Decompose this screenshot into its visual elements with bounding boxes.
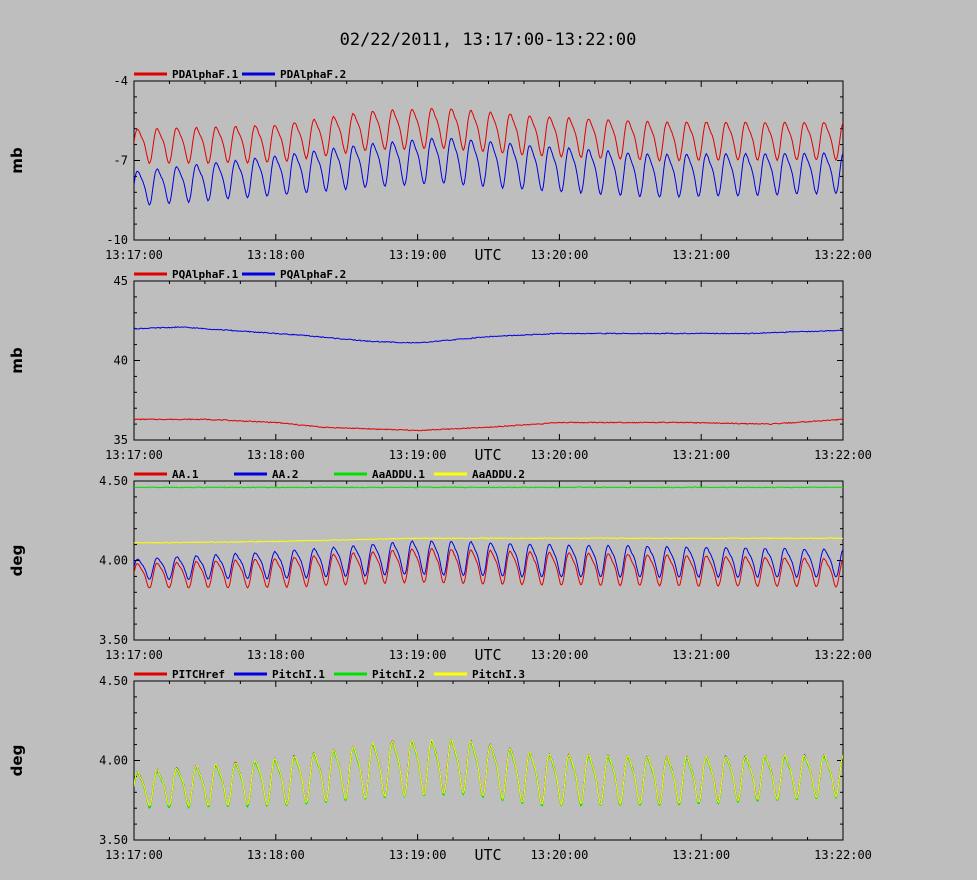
x-tick-label: 13:19:00 (389, 248, 447, 262)
series-line-pdalphaf-1 (134, 107, 843, 165)
legend-label: PitchI.3 (472, 668, 525, 681)
y-tick-label: 4.50 (99, 674, 128, 688)
x-tick-label: 13:17:00 (105, 848, 163, 862)
x-axis-label: UTC (474, 846, 501, 864)
x-tick-label: 13:18:00 (247, 248, 305, 262)
x-tick-label: 13:21:00 (672, 248, 730, 262)
legend-label: PitchI.2 (372, 668, 425, 681)
x-axis-label: UTC (474, 446, 501, 464)
y-tick-label: -4 (114, 74, 128, 88)
chart-title: 02/22/2011, 13:17:00-13:22:00 (340, 30, 637, 50)
series-line-pqalphaf-1 (134, 418, 843, 432)
y-tick-label: 3.50 (99, 833, 128, 847)
x-tick-label: 13:17:00 (105, 648, 163, 662)
x-tick-label: 13:20:00 (531, 848, 589, 862)
legend-label: AA.1 (172, 468, 199, 481)
legend-label: AaADDU.1 (372, 468, 425, 481)
y-tick-label: 4.50 (99, 474, 128, 488)
legend-label: PITCHref (172, 668, 225, 681)
x-axis-label: UTC (474, 646, 501, 664)
x-tick-label: 13:20:00 (531, 648, 589, 662)
x-tick-label: 13:21:00 (672, 648, 730, 662)
x-tick-label: 13:20:00 (531, 248, 589, 262)
y-axis-label: mb (8, 147, 26, 174)
x-tick-label: 13:21:00 (672, 848, 730, 862)
y-tick-label: 3.50 (99, 633, 128, 647)
series-line-aaaddu-1 (134, 486, 843, 489)
x-axis-label: UTC (474, 246, 501, 264)
y-tick-label: -10 (106, 233, 128, 247)
plot-frame (133, 80, 844, 241)
x-tick-label: 13:19:00 (389, 648, 447, 662)
x-tick-label: 13:17:00 (105, 448, 163, 462)
x-tick-label: 13:18:00 (247, 848, 305, 862)
y-axis-label: deg (8, 545, 26, 577)
x-tick-label: 13:22:00 (814, 448, 872, 462)
x-tick-label: 13:19:00 (389, 448, 447, 462)
plot-frame (133, 680, 844, 841)
x-tick-label: 13:22:00 (814, 848, 872, 862)
y-tick-label: 35 (114, 433, 128, 447)
legend-label: AaADDU.2 (472, 468, 525, 481)
x-tick-label: 13:22:00 (814, 248, 872, 262)
legend-label: PQAlphaF.2 (280, 268, 346, 281)
y-tick-label: 45 (114, 274, 128, 288)
x-tick-label: 13:22:00 (814, 648, 872, 662)
x-tick-label: 13:17:00 (105, 248, 163, 262)
legend-label: PDAlphaF.1 (172, 68, 239, 81)
plot-frame (133, 280, 844, 441)
y-axis-label: deg (8, 745, 26, 777)
legend-label: PQAlphaF.1 (172, 268, 239, 281)
legend-label: PitchI.1 (272, 668, 325, 681)
series-line-pdalphaf-2 (134, 137, 843, 206)
series-line-pqalphaf-2 (134, 326, 843, 344)
y-axis-label: mb (8, 347, 26, 374)
x-tick-label: 13:18:00 (247, 448, 305, 462)
series-line-aaaddu-2 (134, 537, 843, 544)
series-line-aa-2 (134, 540, 843, 581)
x-tick-label: 13:21:00 (672, 448, 730, 462)
legend-label: AA.2 (272, 468, 299, 481)
y-tick-label: 40 (114, 354, 128, 368)
series-line-aa-1 (134, 547, 843, 589)
x-tick-label: 13:19:00 (389, 848, 447, 862)
series-line-pitchi-3 (134, 739, 843, 807)
y-tick-label: -7 (114, 154, 128, 168)
x-tick-label: 13:20:00 (531, 448, 589, 462)
legend-label: PDAlphaF.2 (280, 68, 346, 81)
x-tick-label: 13:18:00 (247, 648, 305, 662)
y-tick-label: 4.00 (99, 754, 128, 768)
y-tick-label: 4.00 (99, 554, 128, 568)
